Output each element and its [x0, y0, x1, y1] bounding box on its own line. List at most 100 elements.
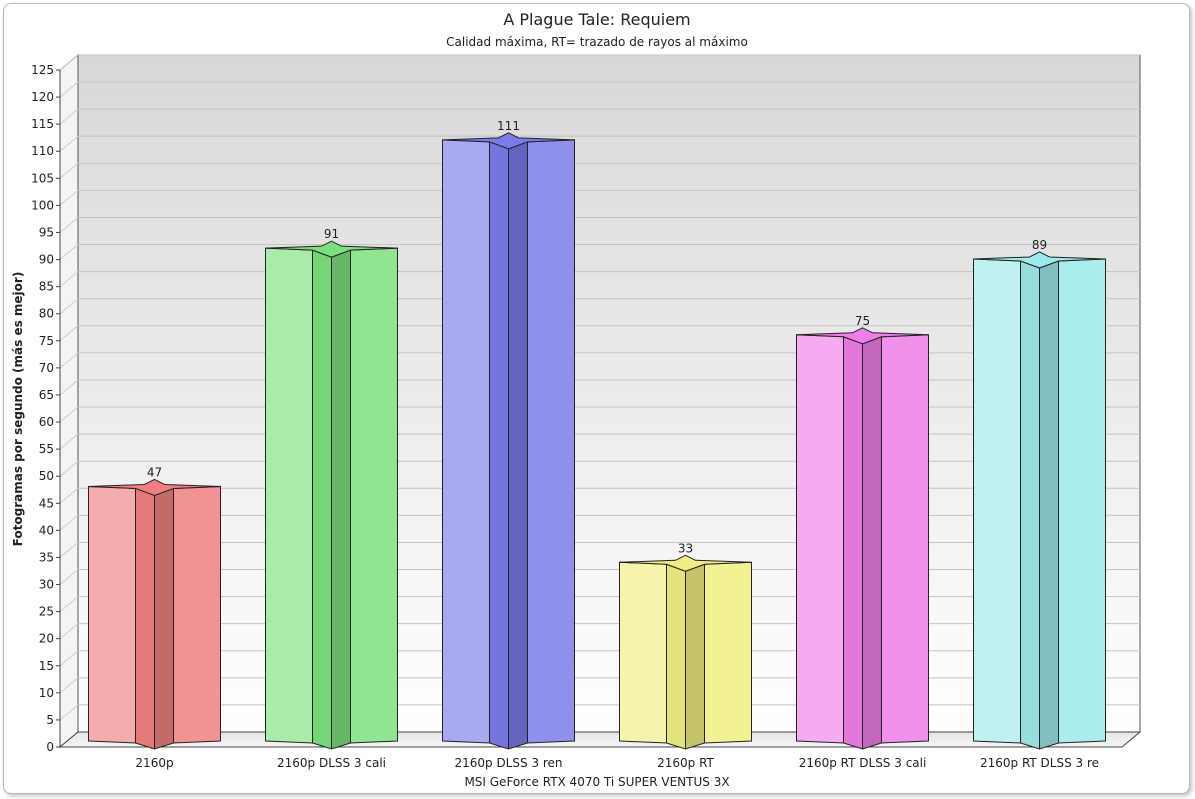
grid-line-side — [59, 54, 79, 71]
bar: 89 — [973, 238, 1106, 750]
bar: 111 — [442, 119, 575, 750]
grid-lines — [59, 54, 1140, 721]
y-axis-ticks: 0 5 10 15 20 25 30 35 40 45 50 55 60 65 70 75 80 85 90 95 10… — [31, 63, 61, 754]
y-tick-label: 90 — [39, 253, 54, 267]
bar: 33 — [619, 541, 752, 750]
grid-line-side — [59, 650, 79, 667]
grid-line-side — [59, 325, 79, 342]
grid-line-side — [59, 514, 79, 531]
bars: 47 91 111 33 75 89 — [88, 119, 1106, 750]
x-tick-label: 2160p DLSS 3 cali — [277, 756, 386, 770]
bar-value-label: 47 — [147, 465, 162, 479]
bar-face-inner-right — [685, 563, 705, 750]
plot-back-wall — [77, 54, 1141, 733]
x-axis-label: MSI GeForce RTX 4070 Ti SUPER VENTUS 3X — [464, 775, 729, 789]
bar-face-left — [88, 485, 136, 744]
bar-face-left — [973, 258, 1021, 744]
bar-face-left — [442, 139, 490, 744]
bar-value-label: 111 — [497, 119, 520, 133]
bar-face-inner-left — [1020, 260, 1040, 750]
y-tick-label: 20 — [39, 632, 54, 646]
y-tick-label: 25 — [39, 605, 54, 619]
grid-line-side — [59, 352, 79, 369]
x-tick-label: 2160p RT — [657, 756, 714, 770]
grid-line-side — [59, 217, 79, 233]
grid-line-side — [59, 623, 79, 640]
bar-face-right — [704, 561, 752, 744]
y-tick-label: 10 — [39, 686, 54, 700]
grid-line-side — [59, 379, 79, 396]
bar-face-right — [173, 485, 221, 744]
y-tick-label: 120 — [31, 90, 54, 104]
y-tick-label: 115 — [31, 117, 54, 131]
bar-value-label: 91 — [324, 227, 339, 241]
y-tick-label: 35 — [39, 550, 54, 564]
bar-face-left — [265, 247, 313, 744]
bar-face-right — [1058, 258, 1106, 744]
grid-line-side — [59, 244, 79, 260]
grid-line-side — [59, 460, 79, 477]
y-tick-label: 85 — [39, 280, 54, 294]
y-axis-label: Fotogramas por segundo (más es mejor) — [11, 272, 25, 547]
chart-title: A Plague Tale: Requiem — [503, 10, 690, 29]
bar-face-right — [881, 334, 929, 744]
x-tick-label: 2160p RT DLSS 3 cali — [799, 756, 927, 770]
y-tick-label: 95 — [39, 225, 54, 239]
grid-line-side — [59, 677, 79, 694]
y-tick-label: 125 — [31, 63, 54, 77]
bar-top — [88, 478, 221, 496]
x-tick-label: 2160p RT DLSS 3 re — [980, 756, 1099, 770]
y-tick-label: 105 — [31, 171, 54, 185]
y-tick-label: 110 — [31, 144, 54, 158]
bar-top — [265, 240, 398, 258]
bar-face-inner-left — [666, 563, 686, 750]
y-tick-label: 5 — [46, 713, 54, 727]
grid-line-side — [59, 433, 79, 450]
bar-value-label: 89 — [1032, 238, 1047, 252]
chart-subtitle: Calidad máxima, RT= trazado de rayos al … — [446, 35, 748, 49]
grid-line-side — [59, 271, 79, 288]
grid-line-side — [59, 298, 79, 315]
y-tick-label: 70 — [39, 361, 54, 375]
grid-line-side — [59, 596, 79, 612]
bar: 47 — [88, 465, 221, 750]
bar-face-inner-left — [843, 336, 863, 750]
bar-value-label: 75 — [855, 314, 870, 328]
grid-line-side — [59, 542, 79, 558]
plot-side-wall — [59, 53, 79, 749]
y-tick-label: 45 — [39, 496, 54, 510]
y-tick-label: 50 — [39, 469, 54, 483]
bar-face-inner-right — [154, 487, 174, 750]
bar-face-inner-left — [135, 487, 155, 750]
x-tick-label: 2160p DLSS 3 ren — [454, 756, 562, 770]
grid-line-side — [59, 81, 79, 98]
y-tick-label: 60 — [39, 415, 54, 429]
bar-value-label: 33 — [678, 541, 693, 555]
grid-line-side — [59, 190, 79, 206]
grid-line-side — [59, 704, 79, 721]
bar-face-right — [527, 139, 575, 744]
y-tick-label: 40 — [39, 523, 54, 537]
y-tick-label: 80 — [39, 307, 54, 321]
bar-face-inner-right — [331, 249, 351, 750]
bar: 75 — [796, 314, 929, 750]
grid-line-side — [59, 135, 79, 152]
bar-face-inner-left — [312, 249, 332, 750]
bar-face-left — [619, 561, 667, 744]
y-tick-label: 55 — [39, 442, 54, 456]
bar-face-inner-left — [489, 141, 509, 750]
bar-face-right — [350, 247, 398, 744]
y-tick-label: 0 — [46, 740, 54, 754]
grid-line-side — [59, 108, 79, 125]
bar-top — [973, 251, 1106, 269]
grid-line-side — [59, 487, 79, 504]
bar-face-left — [796, 334, 844, 744]
y-tick-label: 15 — [39, 659, 54, 673]
y-tick-label: 30 — [39, 578, 54, 592]
x-axis-ticks: 2160p 2160p DLSS 3 cali 2160p DLSS 3 ren 21… — [135, 756, 1099, 770]
grid-line-side — [59, 569, 79, 585]
bar-face-inner-right — [508, 141, 528, 750]
x-tick-label: 2160p — [135, 756, 173, 770]
grid-line-side — [59, 406, 79, 423]
